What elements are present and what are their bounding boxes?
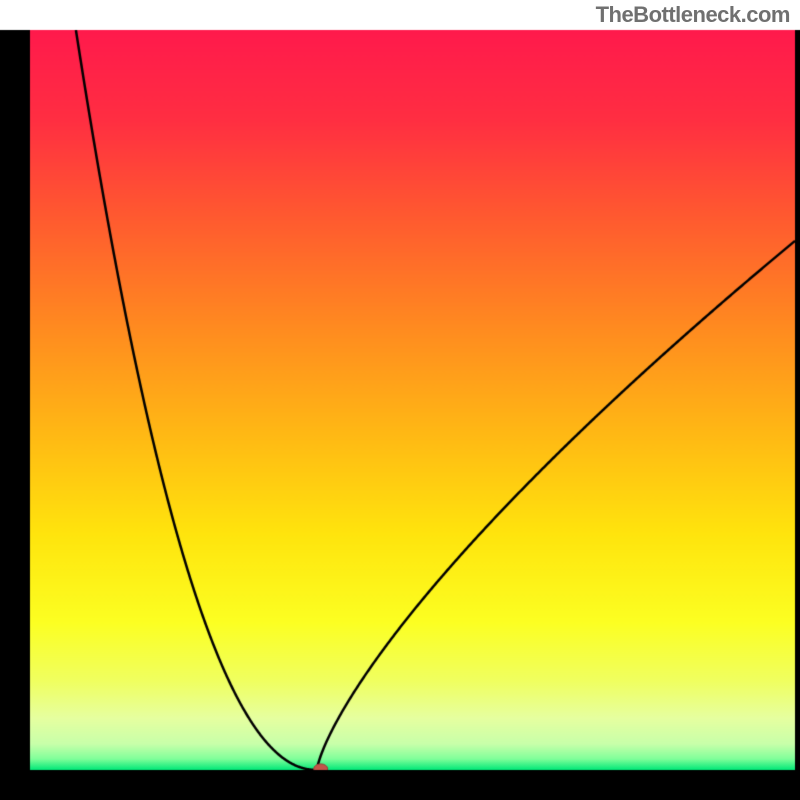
watermark-text: TheBottleneck.com bbox=[596, 2, 790, 28]
bottleneck-chart-canvas bbox=[0, 0, 800, 800]
